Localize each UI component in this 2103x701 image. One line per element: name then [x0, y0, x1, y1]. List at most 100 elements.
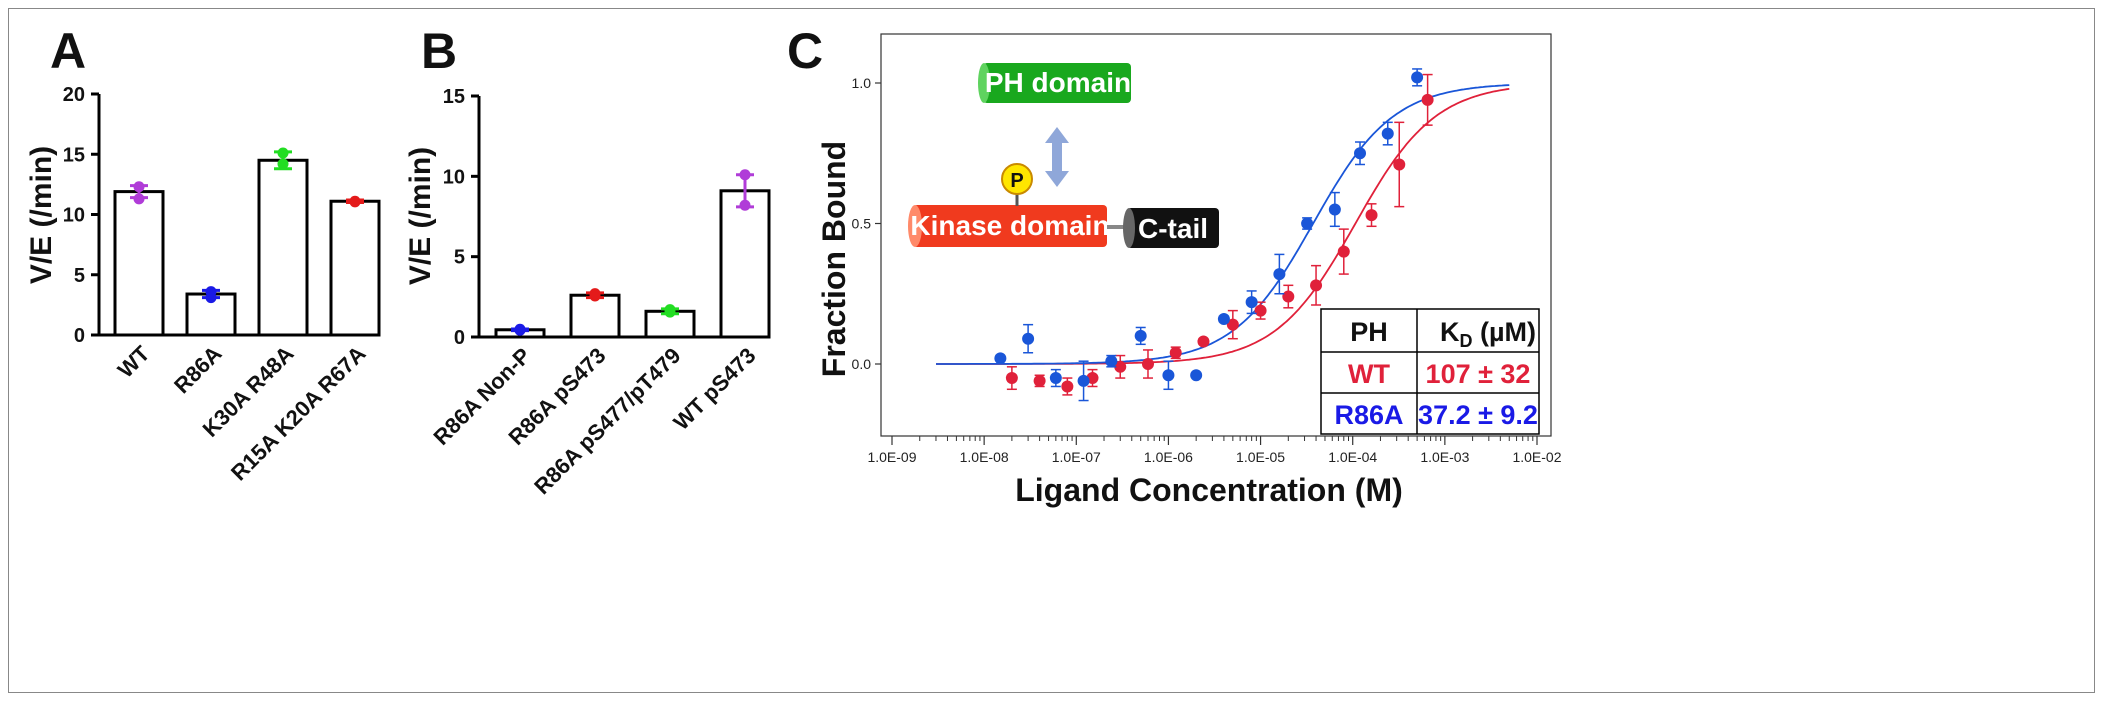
- kd-table-row-r86a-value: 37.2 ± 9.2: [1418, 400, 1538, 430]
- panel-a-ytick-label: 0: [74, 325, 85, 347]
- panel-c-xtick-label: 1.0E-06: [1144, 449, 1193, 465]
- panel-a-category-label: R15A K20A R67A: [226, 341, 371, 486]
- phosphate-badge: P: [1001, 163, 1033, 195]
- panel-c-data-point: [1282, 290, 1295, 303]
- panel-c-data-point: [1134, 329, 1147, 342]
- panel-letter-c: C: [787, 23, 823, 79]
- panel-b-data-point: [664, 304, 676, 316]
- kd-table-row-r86a-name: R86A: [1334, 400, 1403, 430]
- panel-c-data-point: [1245, 296, 1258, 309]
- panel-c-fit-curve: [936, 84, 1510, 365]
- panel-c-data-point: [1141, 358, 1154, 370]
- panel-c-data-point: [1005, 372, 1018, 385]
- panel-a-data-point: [205, 286, 217, 298]
- panel-b-ytick-label: 5: [454, 247, 465, 269]
- panel-b-ytick-label: 10: [443, 166, 465, 188]
- panel-c-data-point: [1162, 369, 1175, 382]
- panel-letter-a: A: [50, 23, 86, 79]
- kd-table-header-ph: PH: [1350, 317, 1388, 347]
- ph-domain-label: PH domain: [985, 67, 1131, 98]
- c-tail-label: C-tail: [1138, 213, 1208, 244]
- panel-a-ytick-label: 20: [63, 84, 85, 106]
- panel-c-data-point: [1328, 203, 1341, 216]
- panel-b-data-point: [739, 169, 751, 181]
- domain-schematic: PH domain Kinase domain P C-tail: [908, 63, 1219, 248]
- panel-a-bar: [329, 199, 381, 337]
- panel-a-category-label: WT: [113, 340, 155, 382]
- kd-table: PH KD (µM) WT 107 ± 32 R86A 37.2 ± 9.2: [1320, 308, 1540, 435]
- panel-c-data-point: [1226, 318, 1239, 331]
- panel-c-data-point: [994, 352, 1007, 365]
- panel-c-xtick-label: 1.0E-05: [1236, 449, 1285, 465]
- panel-a-ylabel: V/E (/min): [25, 146, 58, 284]
- panel-c-data-point: [1365, 209, 1378, 222]
- panel-b-data-point: [514, 323, 526, 335]
- panel-b-data-point: [739, 199, 751, 211]
- panel-b-bar: [719, 189, 771, 339]
- phosphate-label: P: [1010, 170, 1023, 192]
- panel-a-data-point: [133, 181, 145, 193]
- panel-c-data-point: [1197, 335, 1210, 348]
- panel-c-data-point: [1421, 93, 1434, 106]
- panel-b-category-label: R86A pS477/pT479: [529, 343, 685, 499]
- kinase-domain-label: Kinase domain: [910, 210, 1109, 241]
- panel-c-ytick-label: 0.5: [852, 216, 872, 232]
- panel-c-xtick-label: 1.0E-03: [1420, 449, 1469, 465]
- panel-letter-b: B: [421, 23, 457, 79]
- panel-c-xtick-label: 1.0E-04: [1328, 449, 1377, 465]
- panel-c-data-point: [1105, 355, 1118, 368]
- figure: A B C V/E (/min) 0 5 10 15 20 WT R86A K30A R48…: [8, 8, 2095, 693]
- panel-a-data-point: [349, 195, 361, 207]
- panel-c-data-point: [1061, 380, 1074, 393]
- double-arrow-icon: [1045, 127, 1069, 187]
- panel-c-data-point: [1254, 304, 1267, 317]
- panel-a-bar: [257, 158, 309, 337]
- panel-b-ytick-label: 15: [443, 86, 465, 108]
- kd-table-header-kd: KD (µM): [1440, 317, 1536, 351]
- panel-b-ytick-label: 0: [454, 327, 465, 349]
- panel-c-data-point: [1033, 374, 1046, 387]
- panel-a-data-point: [277, 147, 289, 159]
- panel-a-data-point: [277, 158, 289, 170]
- ph-domain-cylinder: PH domain: [978, 63, 1131, 103]
- panel-b-data-point: [589, 288, 601, 300]
- panel-b-category-label: WT pS473: [669, 343, 761, 435]
- c-tail-cylinder: C-tail: [1123, 208, 1219, 248]
- kinase-domain-cylinder: Kinase domain: [908, 205, 1110, 247]
- panel-c-xlabel: Ligand Concentration (M): [1015, 472, 1403, 508]
- panel-c-data-point: [1310, 279, 1323, 292]
- panel-c-data-point: [1077, 374, 1090, 387]
- panel-a-ytick-label: 10: [63, 205, 85, 227]
- kd-symbol: K: [1440, 317, 1460, 347]
- panel-c-data-point: [1273, 268, 1286, 281]
- panel-a-category-label: R86A: [169, 341, 227, 399]
- panel-c-xtick-label: 1.0E-02: [1512, 449, 1561, 465]
- panel-c-data-point: [1022, 332, 1035, 345]
- panel-a-data-point: [133, 193, 145, 205]
- panel-c-xtick-label: 1.0E-08: [960, 449, 1009, 465]
- panel-c-ytick-label: 1.0: [852, 75, 872, 91]
- panel-c-ylabel: Fraction Bound: [816, 141, 852, 377]
- panel-c-data-point: [1411, 71, 1424, 84]
- panel-c-data-point: [1393, 158, 1406, 171]
- panel-c-data-point: [1114, 360, 1127, 373]
- panel-c-data-point: [1354, 147, 1367, 160]
- panel-c-xtick-label: 1.0E-09: [867, 449, 916, 465]
- panel-c-data-point: [1301, 217, 1314, 230]
- kd-table-row-wt-value: 107 ± 32: [1426, 359, 1531, 389]
- kd-unit: (µM): [1473, 317, 1537, 347]
- panel-a-ytick-label: 5: [74, 265, 85, 287]
- kd-subscript: D: [1460, 331, 1473, 351]
- panel-c-data-point: [1190, 369, 1203, 382]
- panel-c-plot-frame: [880, 33, 1552, 437]
- panel-c-data-point: [1337, 245, 1350, 258]
- panel-c-data-point: [1169, 346, 1182, 359]
- panel-a-ytick-label: 15: [63, 144, 85, 166]
- panel-b-ylabel: V/E (/min): [404, 147, 437, 285]
- panel-a-bar: [113, 190, 165, 337]
- panel-c-xtick-label: 1.0E-07: [1052, 449, 1101, 465]
- panel-c-ytick-label: 0.0: [852, 356, 872, 372]
